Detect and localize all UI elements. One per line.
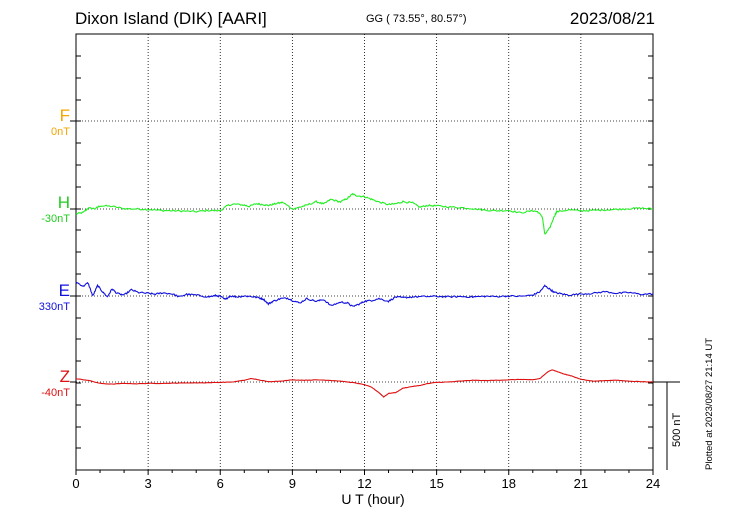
trace-z bbox=[75, 369, 654, 398]
geographic-coordinates: GG ( 73.55°, 80.57°) bbox=[366, 13, 467, 25]
x-tick-label: 0 bbox=[72, 476, 79, 491]
channel-traces bbox=[75, 192, 654, 398]
plot-frame bbox=[75, 33, 654, 471]
channel-label-z: Z -40nT bbox=[10, 368, 70, 400]
x-tick-label: 21 bbox=[574, 476, 588, 491]
trace-h bbox=[75, 192, 654, 235]
channel-offset: 330nT bbox=[38, 301, 70, 313]
channel-offset: 0nT bbox=[51, 126, 70, 138]
channel-name: H bbox=[57, 193, 70, 212]
x-tick-label: 9 bbox=[289, 476, 296, 491]
x-tick-label: 24 bbox=[646, 476, 660, 491]
channel-name: F bbox=[59, 106, 70, 125]
x-axis-label: U T (hour) bbox=[341, 491, 405, 507]
x-tick-label: 3 bbox=[145, 476, 152, 491]
channel-offset: -40nT bbox=[41, 387, 70, 399]
x-tick-label: 12 bbox=[357, 476, 371, 491]
vertical-gridlines bbox=[147, 34, 582, 470]
scale-bar bbox=[653, 381, 680, 470]
x-tick-label: 18 bbox=[502, 476, 516, 491]
station-title: Dixon Island (DIK) [AARI] bbox=[75, 9, 267, 28]
channel-offset: -30nT bbox=[41, 213, 70, 225]
x-axis-ticks: 0 3 6 9 12 15 18 21 24 bbox=[72, 470, 660, 491]
scale-bar-label: 500 nT bbox=[671, 412, 683, 447]
channel-baselines bbox=[70, 120, 653, 383]
x-tick-label: 15 bbox=[429, 476, 443, 491]
channel-label-h: H -30nT bbox=[10, 194, 70, 226]
plotted-timestamp: Plotted at 2023/08/27 21:14 UT bbox=[704, 337, 715, 470]
channel-label-e: E 330nT bbox=[10, 282, 70, 314]
trace-e bbox=[75, 281, 654, 307]
channel-label-f: F 0nT bbox=[10, 107, 70, 139]
x-tick-label: 6 bbox=[217, 476, 224, 491]
channel-name: Z bbox=[59, 367, 70, 386]
y-axis-ticks bbox=[76, 55, 653, 449]
plot-date: 2023/08/21 bbox=[569, 9, 655, 28]
channel-name: E bbox=[58, 281, 70, 300]
